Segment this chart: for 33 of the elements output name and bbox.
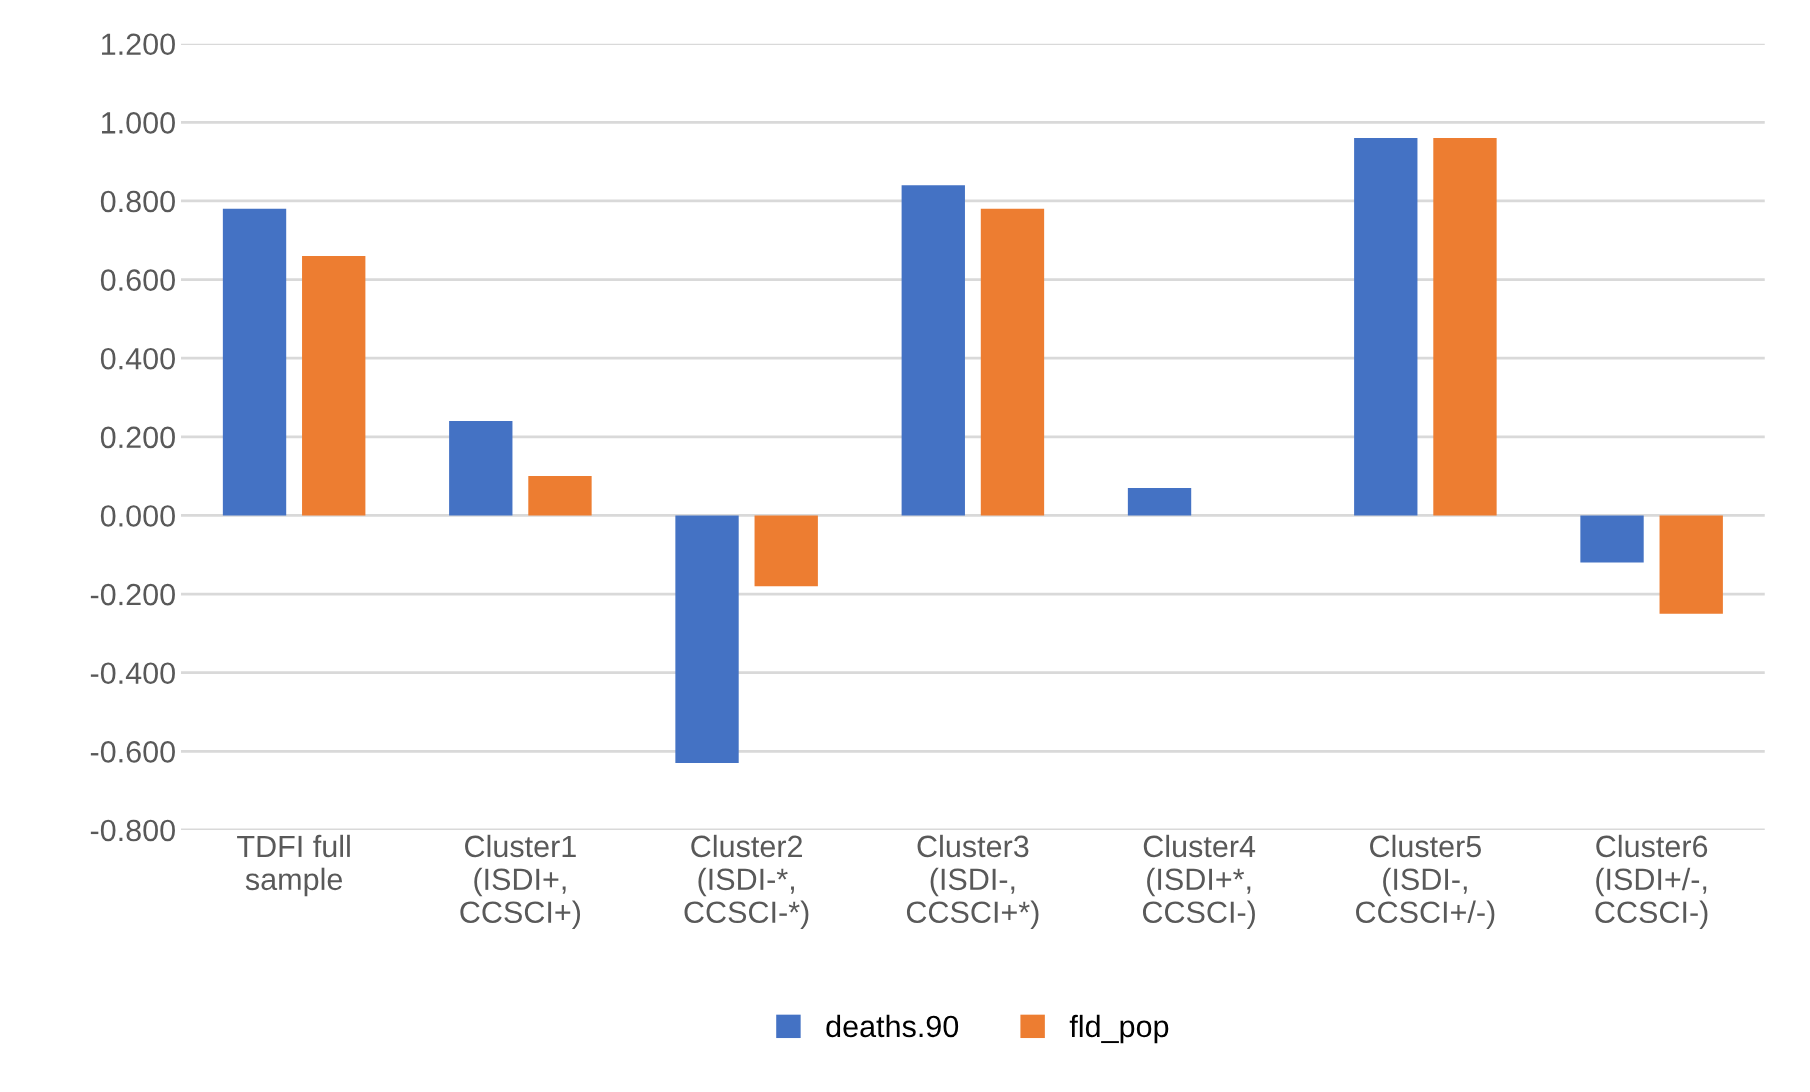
- x-tick-label: Cluster4 (ISDI+*, CCSCI-): [1142, 834, 1256, 930]
- y-tick-label: -0.800: [90, 819, 175, 842]
- y-tick-label: 0.000: [100, 505, 175, 527]
- bar: [222, 208, 287, 516]
- legend-label: deaths.90: [826, 1014, 959, 1038]
- y-tick-label: -0.600: [90, 741, 175, 763]
- y-tick-label: -0.400: [90, 662, 175, 685]
- y-tick-label: -0.200: [90, 583, 175, 606]
- bar: [1659, 515, 1723, 614]
- bar: [980, 208, 1045, 516]
- x-tick-label: Cluster5 (ISDI-, CCSCI+/-): [1356, 834, 1495, 930]
- category-label: Cluster2 (ISDI-*, CCSCI-*): [684, 834, 809, 930]
- bar: [901, 185, 965, 516]
- bar: [528, 476, 592, 516]
- bar: [1354, 138, 1418, 516]
- y-tick-label: 0.600: [100, 269, 175, 291]
- y-tick-label: 0.200: [100, 426, 175, 449]
- x-tick-label: Cluster1 (ISDI+, CCSCI+): [460, 834, 581, 930]
- y-tick-label: 1.200: [102, 33, 175, 56]
- x-tick-label: TDFI full sample: [237, 834, 350, 897]
- bar: [302, 255, 366, 516]
- bar: [1433, 138, 1497, 516]
- y-tick-label: 0.400: [100, 347, 175, 370]
- bar: [1127, 487, 1192, 516]
- y-tick-label: 0.800: [100, 190, 175, 213]
- bar: [754, 515, 818, 587]
- bar: [449, 421, 513, 516]
- bar: [1580, 515, 1644, 563]
- bar: [675, 515, 739, 764]
- x-tick-label: Cluster6 (ISDI+/-, CCSCI-): [1595, 834, 1708, 930]
- y-tick-label: 1.000: [102, 112, 175, 134]
- x-tick-label: Cluster3 (ISDI-, CCSCI+*): [906, 834, 1039, 930]
- legend-label: fld_pop: [1069, 1014, 1169, 1044]
